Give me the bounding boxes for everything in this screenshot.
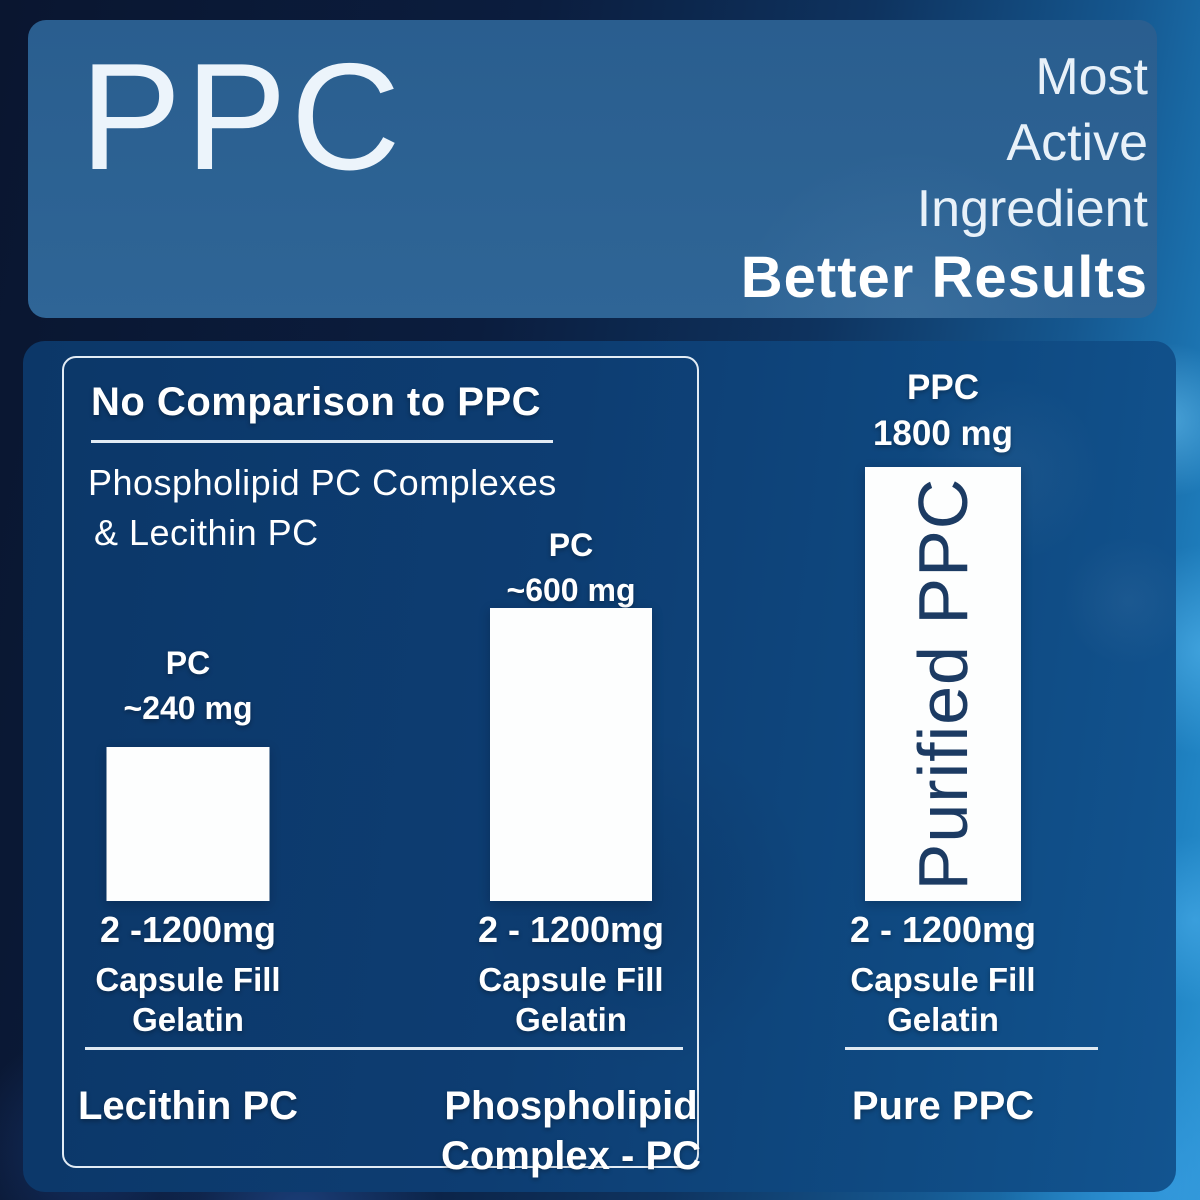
bar-value-line-2: ~240 mg [123, 690, 253, 726]
column-phospholipid-complex: PC ~600 mg 2 - 1200mg Capsule Fill Gelat… [441, 341, 701, 1192]
column-name-line-2: Complex - PC [440, 1134, 702, 1178]
comparison-panel: No Comparison to PPC Phospholipid PC Com… [23, 341, 1176, 1192]
no-comparison-box: No Comparison to PPC Phospholipid PC Com… [62, 356, 699, 1168]
bar-pure-ppc: Purified PPC [865, 467, 1021, 901]
capsule-fill-label: Capsule Fill [95, 961, 281, 998]
box-title: No Comparison to PPC [91, 380, 542, 424]
column-lecithin-pc: PC ~240 mg 2 -1200mg Capsule Fill Gelati… [63, 341, 313, 1192]
bar-value-label: PC ~240 mg [124, 641, 253, 731]
header-tagline: Most Active Ingredient Better Results [741, 44, 1148, 314]
column-name-line-1: Phospholipid [444, 1084, 698, 1128]
separator-line-right [845, 1047, 1098, 1050]
bar-phospholipid-complex [490, 608, 652, 901]
tagline-bold-line: Better Results [740, 245, 1148, 310]
separator-line-left [85, 1047, 683, 1050]
capsule-fill-label: Capsule Fill [478, 961, 664, 998]
bar-value-line-1: PPC [907, 368, 979, 407]
column-name: Phospholipid Complex - PC [441, 1081, 701, 1181]
tagline-line-2: Active [1006, 114, 1148, 172]
column-name: Pure PPC [851, 1084, 1035, 1128]
capsule-fill-label: Capsule Fill [850, 961, 1036, 998]
bar-value-line-1: PC [165, 645, 211, 681]
bar-lecithin-pc [106, 747, 270, 901]
gelatin-label: Gelatin [887, 1001, 999, 1038]
bar-value-line-2: 1800 mg [872, 414, 1014, 453]
bar-value-line-2: ~600 mg [506, 572, 636, 608]
header-banner: PPC Most Active Ingredient Better Result… [28, 20, 1157, 318]
tagline-line-1: Most [1035, 48, 1148, 106]
tagline-line-3: Ingredient [916, 180, 1148, 238]
gelatin-label: Gelatin [132, 1001, 244, 1038]
bar-value-label: PC ~600 mg [507, 523, 636, 613]
purified-ppc-vertical-label: Purified PPC [904, 477, 982, 891]
dose-label: 2 - 1200mg [849, 909, 1037, 950]
dose-label: 2 -1200mg [99, 909, 277, 950]
column-pure-ppc: PPC 1800 mg Purified PPC 2 - 1200mg Caps… [813, 341, 1073, 1192]
dose-label: 2 - 1200mg [477, 909, 665, 950]
bar-value-line-1: PC [548, 527, 594, 563]
box-subtitle-line-1: Phospholipid PC Complexes [88, 462, 557, 503]
gelatin-label: Gelatin [515, 1001, 627, 1038]
bar-value-label: PPC 1800 mg [873, 365, 1013, 457]
box-subtitle-line-2: & Lecithin PC [94, 512, 319, 553]
box-title-underline [91, 440, 553, 443]
column-name: Lecithin PC [77, 1084, 299, 1128]
brand-title: PPC [80, 32, 405, 202]
